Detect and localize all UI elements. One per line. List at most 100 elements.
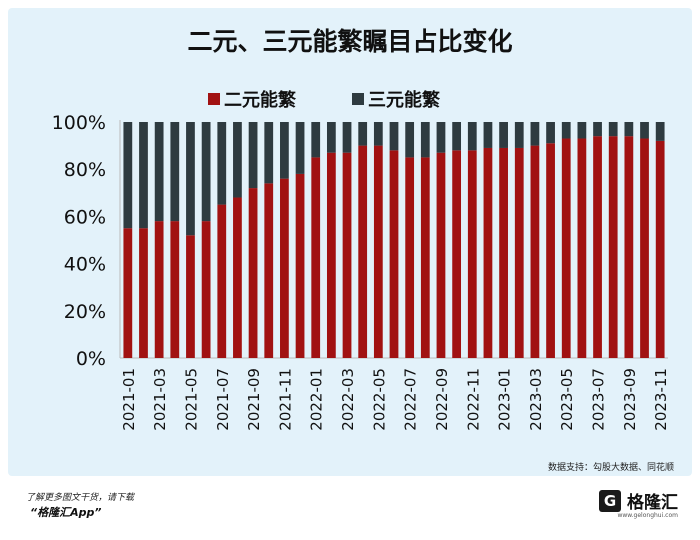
bar-binary bbox=[358, 145, 368, 358]
bar-binary bbox=[326, 152, 336, 358]
bar-ternary bbox=[593, 122, 602, 137]
brand-name: 格隆汇 bbox=[627, 493, 678, 513]
legend-swatch-binary bbox=[208, 93, 220, 105]
stacked-bar-chart: 0% 20% 40% 60% 80% 100% 2021-01 2021-03 2021-05 2… bbox=[52, 112, 670, 431]
x-tick-label: 2021-09 bbox=[245, 368, 263, 431]
bar-binary bbox=[170, 221, 180, 358]
bar-binary bbox=[483, 147, 493, 358]
bar-binary bbox=[248, 188, 258, 358]
y-tick-label: 0% bbox=[76, 348, 106, 370]
bar-binary bbox=[640, 138, 649, 358]
y-tick-label: 40% bbox=[64, 254, 106, 276]
x-tick-label: 2021-03 bbox=[151, 368, 169, 431]
x-tick-label: 2021-07 bbox=[214, 368, 232, 431]
legend-item-ternary: 三元能繁 bbox=[352, 86, 440, 112]
bar-ternary bbox=[264, 122, 274, 184]
x-tick-label: 2021-11 bbox=[276, 368, 294, 431]
bar-ternary bbox=[640, 122, 649, 139]
bar-binary bbox=[514, 147, 524, 358]
footer-download-text: 了解更多图文干货，请下载 bbox=[26, 493, 135, 503]
bar-binary bbox=[593, 136, 602, 358]
y-tick-label: 20% bbox=[64, 301, 106, 323]
bar-binary bbox=[201, 221, 211, 358]
bar-ternary bbox=[420, 122, 430, 158]
bar-ternary bbox=[295, 122, 305, 174]
bar-ternary bbox=[358, 122, 368, 146]
bar-ternary bbox=[389, 122, 399, 151]
bar-binary bbox=[264, 183, 274, 358]
bar-ternary bbox=[186, 122, 195, 236]
bar-ternary bbox=[561, 122, 571, 139]
brand-mark-icon: G bbox=[599, 489, 621, 512]
bar-ternary bbox=[154, 122, 164, 222]
x-tick-label: 2022-07 bbox=[402, 368, 420, 431]
x-tick-label: 2023-07 bbox=[590, 368, 608, 431]
x-tick-label: 2023-05 bbox=[558, 368, 576, 431]
bar-ternary bbox=[608, 122, 618, 137]
bar-ternary bbox=[577, 122, 587, 139]
bar-ternary bbox=[405, 122, 415, 158]
x-tick-label: 2023-09 bbox=[621, 368, 639, 431]
bar-binary bbox=[530, 145, 540, 358]
chart-card: 二元、三元能繁瞩目占比变化 二元能繁 三元能繁 0% 20% 40% 60% 80% 10… bbox=[8, 8, 692, 476]
bar-binary bbox=[154, 221, 164, 358]
x-tick-label: 2023-11 bbox=[652, 368, 670, 431]
y-tick-label: 100% bbox=[52, 112, 106, 134]
x-tick-label: 2021-01 bbox=[120, 368, 138, 431]
bar-binary bbox=[373, 145, 383, 358]
y-tick-label: 60% bbox=[64, 206, 106, 228]
x-tick-label: 2022-09 bbox=[433, 368, 451, 431]
bar-ternary bbox=[248, 122, 258, 189]
bar-binary bbox=[420, 157, 430, 358]
bar-ternary bbox=[342, 122, 352, 153]
bar-binary bbox=[499, 147, 508, 358]
bar-binary bbox=[655, 140, 665, 358]
bar-binary bbox=[186, 235, 195, 358]
bar-ternary bbox=[436, 122, 446, 153]
bar-binary bbox=[452, 150, 462, 358]
bar-ternary bbox=[483, 122, 493, 148]
bar-binary bbox=[436, 152, 446, 358]
bar-binary bbox=[280, 178, 289, 358]
bar-ternary bbox=[624, 122, 634, 137]
x-tick-label: 2022-03 bbox=[339, 368, 357, 431]
bar-binary bbox=[546, 143, 555, 358]
source-note: 数据支持：勾股大数据、同花顺 bbox=[547, 463, 674, 473]
chart-title: 二元、三元能繁瞩目占比变化 bbox=[187, 27, 513, 56]
legend-label-ternary: 三元能繁 bbox=[368, 90, 440, 111]
bar-binary bbox=[561, 138, 571, 358]
bar-binary bbox=[405, 157, 415, 358]
x-tick-label: 2023-01 bbox=[496, 368, 514, 431]
bar-binary bbox=[577, 138, 587, 358]
bar-ternary bbox=[201, 122, 211, 222]
bar-ternary bbox=[499, 122, 508, 148]
bar-binary bbox=[217, 204, 227, 358]
bar-ternary bbox=[123, 122, 133, 229]
bar-ternary bbox=[546, 122, 555, 144]
x-tick-label: 2022-05 bbox=[370, 368, 388, 431]
bar-ternary bbox=[467, 122, 477, 151]
legend-swatch-ternary bbox=[352, 93, 364, 105]
bar-binary bbox=[233, 197, 242, 358]
bar-ternary bbox=[452, 122, 462, 151]
bar-ternary bbox=[233, 122, 242, 198]
brand-logo: G 格隆汇 bbox=[599, 488, 678, 513]
legend-item-binary: 二元能繁 bbox=[208, 86, 296, 112]
bar-ternary bbox=[326, 122, 336, 153]
footer-app-name: “格隆汇App” bbox=[30, 506, 102, 519]
bar-binary bbox=[608, 136, 618, 358]
bar-ternary bbox=[170, 122, 180, 222]
brand-url: www.gelonghui.com bbox=[617, 512, 678, 519]
y-tick-label: 80% bbox=[64, 159, 106, 181]
bar-ternary bbox=[139, 122, 148, 229]
legend-label-binary: 二元能繁 bbox=[224, 90, 296, 111]
x-tick-label: 2022-01 bbox=[308, 368, 326, 431]
bar-ternary bbox=[530, 122, 540, 146]
bar-binary bbox=[342, 152, 352, 358]
x-tick-label: 2023-03 bbox=[527, 368, 545, 431]
bar-binary bbox=[467, 150, 477, 358]
legend: 二元能繁 三元能繁 bbox=[208, 86, 440, 112]
bar-binary bbox=[311, 157, 321, 358]
bar-binary bbox=[624, 136, 634, 358]
bar-binary bbox=[389, 150, 399, 358]
